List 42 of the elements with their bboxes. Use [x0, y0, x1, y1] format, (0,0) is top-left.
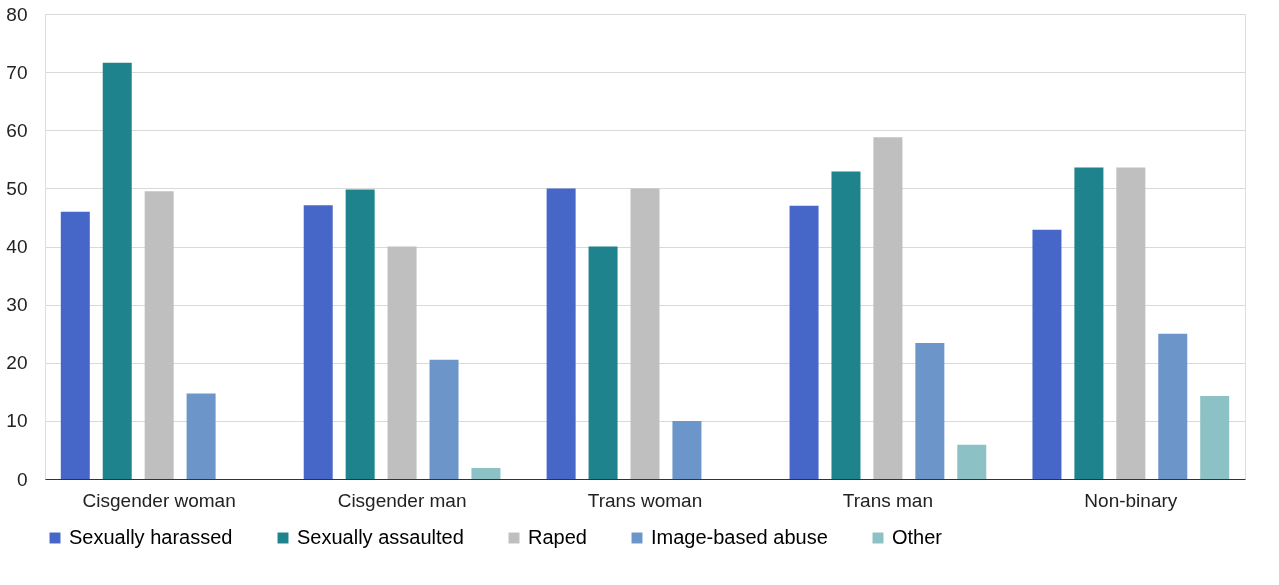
- bar: [1158, 333, 1188, 479]
- legend-label: Raped: [528, 526, 587, 548]
- x-tick-label: Trans woman: [587, 489, 703, 511]
- bar: [1032, 229, 1062, 479]
- bar: [588, 246, 618, 479]
- bar: [60, 211, 90, 479]
- bar: [546, 188, 576, 479]
- y-tick-label: 0: [16, 468, 28, 490]
- bar: [345, 189, 375, 479]
- y-tick-label: 40: [6, 236, 28, 257]
- bar: [186, 393, 216, 479]
- bar: [630, 188, 660, 479]
- legend-label: Other: [892, 526, 943, 548]
- bar: [789, 205, 819, 479]
- bar: [303, 205, 333, 479]
- x-tick-label: Cisgender woman: [82, 489, 236, 511]
- bar: [915, 342, 945, 479]
- legend-label: Image-based abuse: [651, 526, 828, 548]
- bar: [144, 191, 174, 479]
- bar: [957, 444, 987, 479]
- bar: [429, 359, 459, 479]
- bar: [873, 137, 903, 479]
- bar: [387, 246, 417, 479]
- bar: [672, 420, 702, 479]
- y-tick-label: 20: [6, 352, 28, 374]
- bar: [471, 467, 501, 479]
- y-tick-label: 50: [6, 177, 28, 199]
- bar: [102, 62, 132, 479]
- bar: [1074, 167, 1104, 479]
- y-tick-label: 80: [6, 3, 28, 25]
- legend-label: Sexually assaulted: [297, 526, 464, 548]
- y-tick-label: 70: [6, 61, 28, 83]
- bar: [1200, 395, 1230, 479]
- x-tick-label: Cisgender man: [337, 489, 467, 511]
- bar: [1116, 167, 1146, 479]
- legend-label: Sexually harassed: [69, 526, 233, 548]
- x-tick-label: Trans man: [842, 489, 933, 511]
- x-tick-label: Non-binary: [1084, 489, 1178, 511]
- bar: [831, 171, 861, 479]
- y-tick-label: 10: [6, 410, 28, 432]
- y-tick-label: 30: [6, 294, 28, 316]
- y-tick-label: 60: [6, 119, 28, 141]
